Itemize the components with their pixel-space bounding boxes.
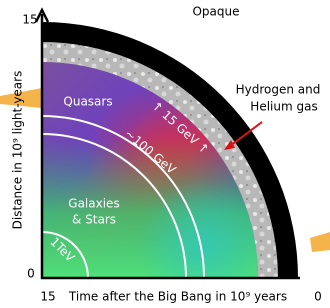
diagram: 15 0 Distance in 10⁹ light-years 15 Time… [0, 0, 330, 308]
x-left-label: 15 [40, 290, 55, 304]
y-axis-title: Distance in 10⁹ light-years [11, 71, 25, 230]
galaxies-label: & Stars [72, 213, 116, 227]
x-right-label: 0 [314, 290, 322, 304]
quasars-label: Quasars [63, 95, 112, 109]
x-axis-title: Time after the Big Bang in 10⁹ years [68, 290, 287, 304]
gas-label: Hydrogen and [236, 83, 321, 97]
y-top-label: 15 [22, 13, 37, 27]
galaxies-label: Galaxies [68, 197, 119, 211]
gas-label: Helium gas [250, 100, 317, 114]
decor-arrow [310, 232, 330, 252]
y-bottom-label: 0 [27, 267, 35, 281]
page: 15 0 Distance in 10⁹ light-years 15 Time… [0, 0, 330, 308]
opaque-label: Opaque [192, 5, 239, 19]
